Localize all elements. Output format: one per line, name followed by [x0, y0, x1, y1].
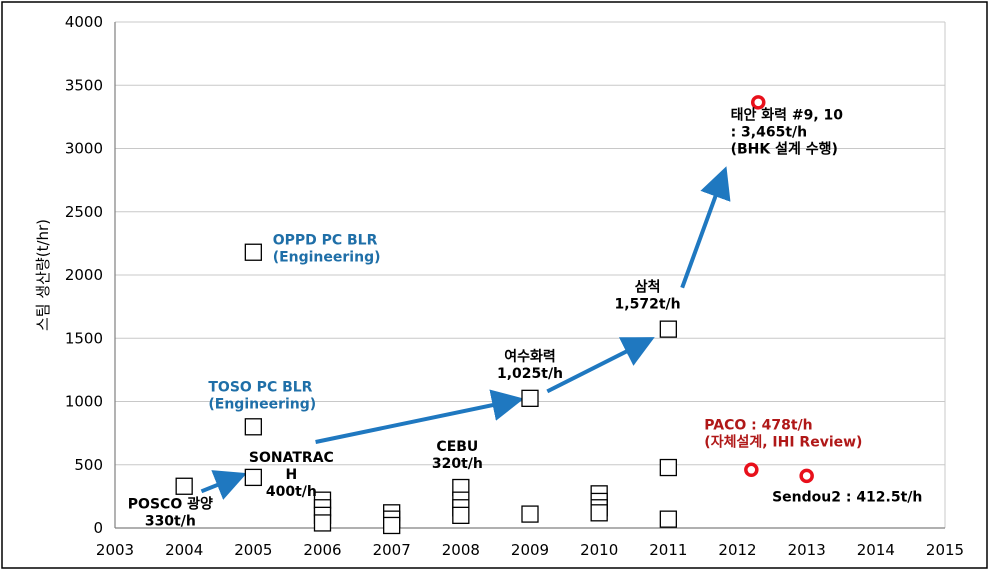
annotation-label: POSCO 광양 [128, 495, 213, 512]
x-tick-label: 2009 [511, 541, 549, 559]
annotation-label: 400t/h [266, 484, 317, 500]
annotation-label: (Engineering) [208, 396, 316, 412]
annotation-label: (Engineering) [273, 250, 381, 266]
x-tick-label: 2013 [788, 541, 826, 559]
data-point-square [659, 458, 677, 477]
annotation-label: 태안 화력 #9, 10 [731, 106, 844, 123]
x-tick-label: 2010 [580, 541, 618, 559]
y-tick-label: 0 [93, 519, 103, 537]
data-point-square [383, 516, 401, 535]
x-tick-label: 2005 [234, 541, 272, 559]
trend-arrow [200, 470, 247, 500]
x-tick-label: 2011 [649, 541, 687, 559]
x-tick-label: 2003 [96, 541, 134, 559]
trend-arrow [680, 166, 731, 289]
data-point-circle [799, 468, 814, 484]
x-tick-label: 2006 [303, 541, 341, 559]
annotation-label: PACO : 478t/h [704, 417, 812, 433]
y-tick-label: 2500 [65, 203, 103, 221]
annotation-label: 1,572t/h [615, 296, 681, 312]
data-point-square [521, 389, 539, 407]
data-point-square [659, 510, 677, 528]
data-point-square [590, 504, 608, 522]
annotation-label: SONATRAC [249, 450, 334, 466]
annotation-label: 330t/h [145, 513, 196, 529]
data-point-square [175, 477, 193, 495]
annotation-label: : 3,465t/h [731, 124, 808, 140]
annotation-label: 1,025t/h [497, 366, 563, 382]
y-tick-label: 1000 [65, 393, 103, 411]
y-axis-label: 스팀 생산량(t/hr) [34, 219, 52, 331]
annotation-label: OPPD PC BLR [273, 233, 378, 249]
data-point-square [313, 514, 332, 532]
y-tick-label: 3500 [65, 76, 103, 94]
y-tick-label: 2000 [65, 266, 103, 284]
x-tick-label: 2007 [373, 541, 411, 559]
data-point-circle [744, 462, 759, 478]
x-tick-label: 2014 [857, 541, 895, 559]
data-point-circle [751, 95, 766, 110]
trend-arrow [315, 389, 524, 444]
annotation-label: CEBU [436, 439, 478, 455]
trend-arrow [546, 337, 655, 394]
data-point-square [244, 468, 262, 487]
annotation-label: Sendou2 : 412.5t/h [772, 489, 922, 505]
data-point-square [659, 320, 677, 338]
data-point-square [452, 506, 470, 525]
data-point-square [244, 243, 262, 261]
y-tick-label: 500 [74, 456, 103, 474]
annotation-label: TOSO PC BLR [208, 379, 312, 395]
annotation-label: H [286, 467, 298, 483]
annotation-label: 320t/h [432, 456, 483, 472]
y-tick-label: 3000 [65, 140, 103, 158]
x-tick-label: 2008 [442, 541, 480, 559]
annotation-label: 삼척 [635, 279, 661, 295]
x-tick-label: 2015 [926, 541, 964, 559]
data-point-square [244, 418, 262, 436]
annotation-label: 여수화력 [504, 348, 556, 365]
data-point-square [521, 505, 539, 523]
y-tick-label: 1500 [65, 329, 103, 347]
annotation-label: (자체설계, IHI Review) [704, 434, 862, 450]
y-tick-label: 4000 [65, 13, 103, 31]
x-tick-label: 2012 [718, 541, 756, 559]
annotation-label: (BHK 설계 수행) [731, 141, 838, 157]
x-tick-label: 2004 [165, 541, 203, 559]
